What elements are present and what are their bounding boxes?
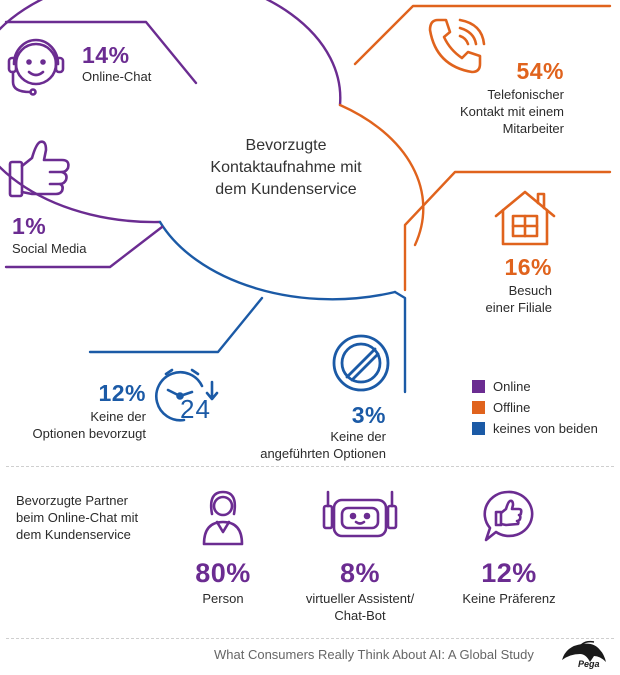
no-preference-label-line: Optionen bevorzugt bbox=[32, 426, 146, 441]
partners-title: Bevorzugte Partner beim Online-Chat mit … bbox=[16, 492, 138, 543]
legend-label-neither: keines von beiden bbox=[493, 421, 598, 436]
branch-label: Besuch einer Filiale bbox=[420, 282, 552, 316]
connector-no-preference bbox=[88, 296, 264, 354]
thumbs-up-icon bbox=[8, 140, 70, 198]
social-media-label: Social Media bbox=[12, 241, 87, 256]
legend-item-online: Online bbox=[472, 379, 531, 394]
connector-branch bbox=[403, 170, 612, 292]
branch-label-line: einer Filiale bbox=[485, 300, 552, 315]
prohibited-icon bbox=[332, 334, 390, 392]
social-media-percent: 1% bbox=[12, 213, 47, 239]
diagram-title: Bevorzugte Kontaktaufnahme mit dem Kunde… bbox=[186, 135, 386, 201]
person-label: Person bbox=[202, 591, 244, 606]
legend-label-online: Online bbox=[493, 379, 531, 394]
bubble-arc-online bbox=[0, 0, 342, 224]
partners-title-line: Bevorzugte Partner bbox=[16, 493, 129, 508]
house-icon bbox=[494, 190, 556, 246]
person-percent: 80% bbox=[195, 558, 251, 588]
phone-label-line: Mitarbeiter bbox=[502, 121, 564, 136]
no-pref-label: Keine Präferenz bbox=[462, 591, 556, 606]
pega-logo-text: Pega bbox=[578, 659, 600, 669]
connector-online-chat bbox=[4, 20, 198, 85]
headset-agent-icon bbox=[7, 38, 65, 96]
connector-social-media bbox=[4, 225, 164, 269]
legend-item-neither: keines von beiden bbox=[472, 421, 598, 436]
legend-item-offline: Offline bbox=[472, 400, 530, 415]
diagram-title-line: Bevorzugte bbox=[245, 137, 327, 154]
clock-24-icon bbox=[155, 368, 219, 422]
diagram-title-line: Kontaktaufnahme mit bbox=[210, 159, 362, 176]
phone-icon bbox=[428, 18, 486, 74]
diagram-title-line: dem Kundenservice bbox=[215, 181, 357, 198]
chatbot-label-line: virtueller Assistent/ bbox=[305, 591, 415, 606]
branch-label-line: Besuch bbox=[508, 283, 552, 298]
online-chat-percent: 14% bbox=[82, 42, 130, 68]
online-chat-label: Online-Chat bbox=[82, 69, 152, 84]
none-listed-label-line: Keine der bbox=[330, 429, 386, 444]
legend-swatch-neither bbox=[472, 422, 485, 435]
legend-label-offline: Offline bbox=[493, 400, 531, 415]
bubble-arc-neither bbox=[158, 220, 397, 301]
legend-swatch-offline bbox=[472, 401, 485, 414]
chatbot-label-line: Chat-Bot bbox=[334, 608, 386, 623]
source-caption: What Consumers Really Think About AI: A … bbox=[214, 647, 534, 662]
pega-logo-icon bbox=[562, 640, 606, 662]
connector-phone bbox=[353, 4, 612, 66]
none-listed-percent: 3% bbox=[351, 402, 386, 428]
branch-percent: 16% bbox=[504, 254, 552, 280]
no-preference-label-line: Keine der bbox=[90, 409, 146, 424]
phone-label: Telefonischer Kontakt mit einem Mitarbei… bbox=[400, 86, 564, 137]
partners-title-line: beim Online-Chat mit bbox=[16, 510, 139, 525]
no-pref-percent: 12% bbox=[481, 558, 537, 588]
no-preference-label: Keine der Optionen bevorzugt bbox=[6, 408, 146, 442]
legend-swatch-online bbox=[472, 380, 485, 393]
phone-percent: 54% bbox=[516, 58, 564, 84]
phone-label-line: Telefonischer bbox=[487, 87, 564, 102]
connector-none-listed bbox=[393, 290, 407, 394]
thumbs-up-bubble-icon bbox=[483, 490, 534, 542]
section-divider bbox=[6, 466, 614, 467]
chatbot-percent: 8% bbox=[339, 558, 381, 588]
none-listed-label-line: angeführten Optionen bbox=[260, 446, 386, 461]
person-agent-icon bbox=[202, 490, 244, 546]
none-listed-label: Keine der angeführten Optionen bbox=[236, 428, 386, 462]
partners-title-line: dem Kundenservice bbox=[16, 527, 131, 542]
clock-24-icon-text: 24 bbox=[180, 394, 211, 424]
robot-icon bbox=[322, 490, 398, 538]
phone-label-line: Kontakt mit einem bbox=[459, 104, 564, 119]
no-preference-percent: 12% bbox=[98, 380, 146, 406]
bubble-arc-offline bbox=[338, 103, 425, 247]
chatbot-label: virtueller Assistent/ Chat-Bot bbox=[280, 590, 440, 624]
footer-divider bbox=[6, 638, 614, 639]
